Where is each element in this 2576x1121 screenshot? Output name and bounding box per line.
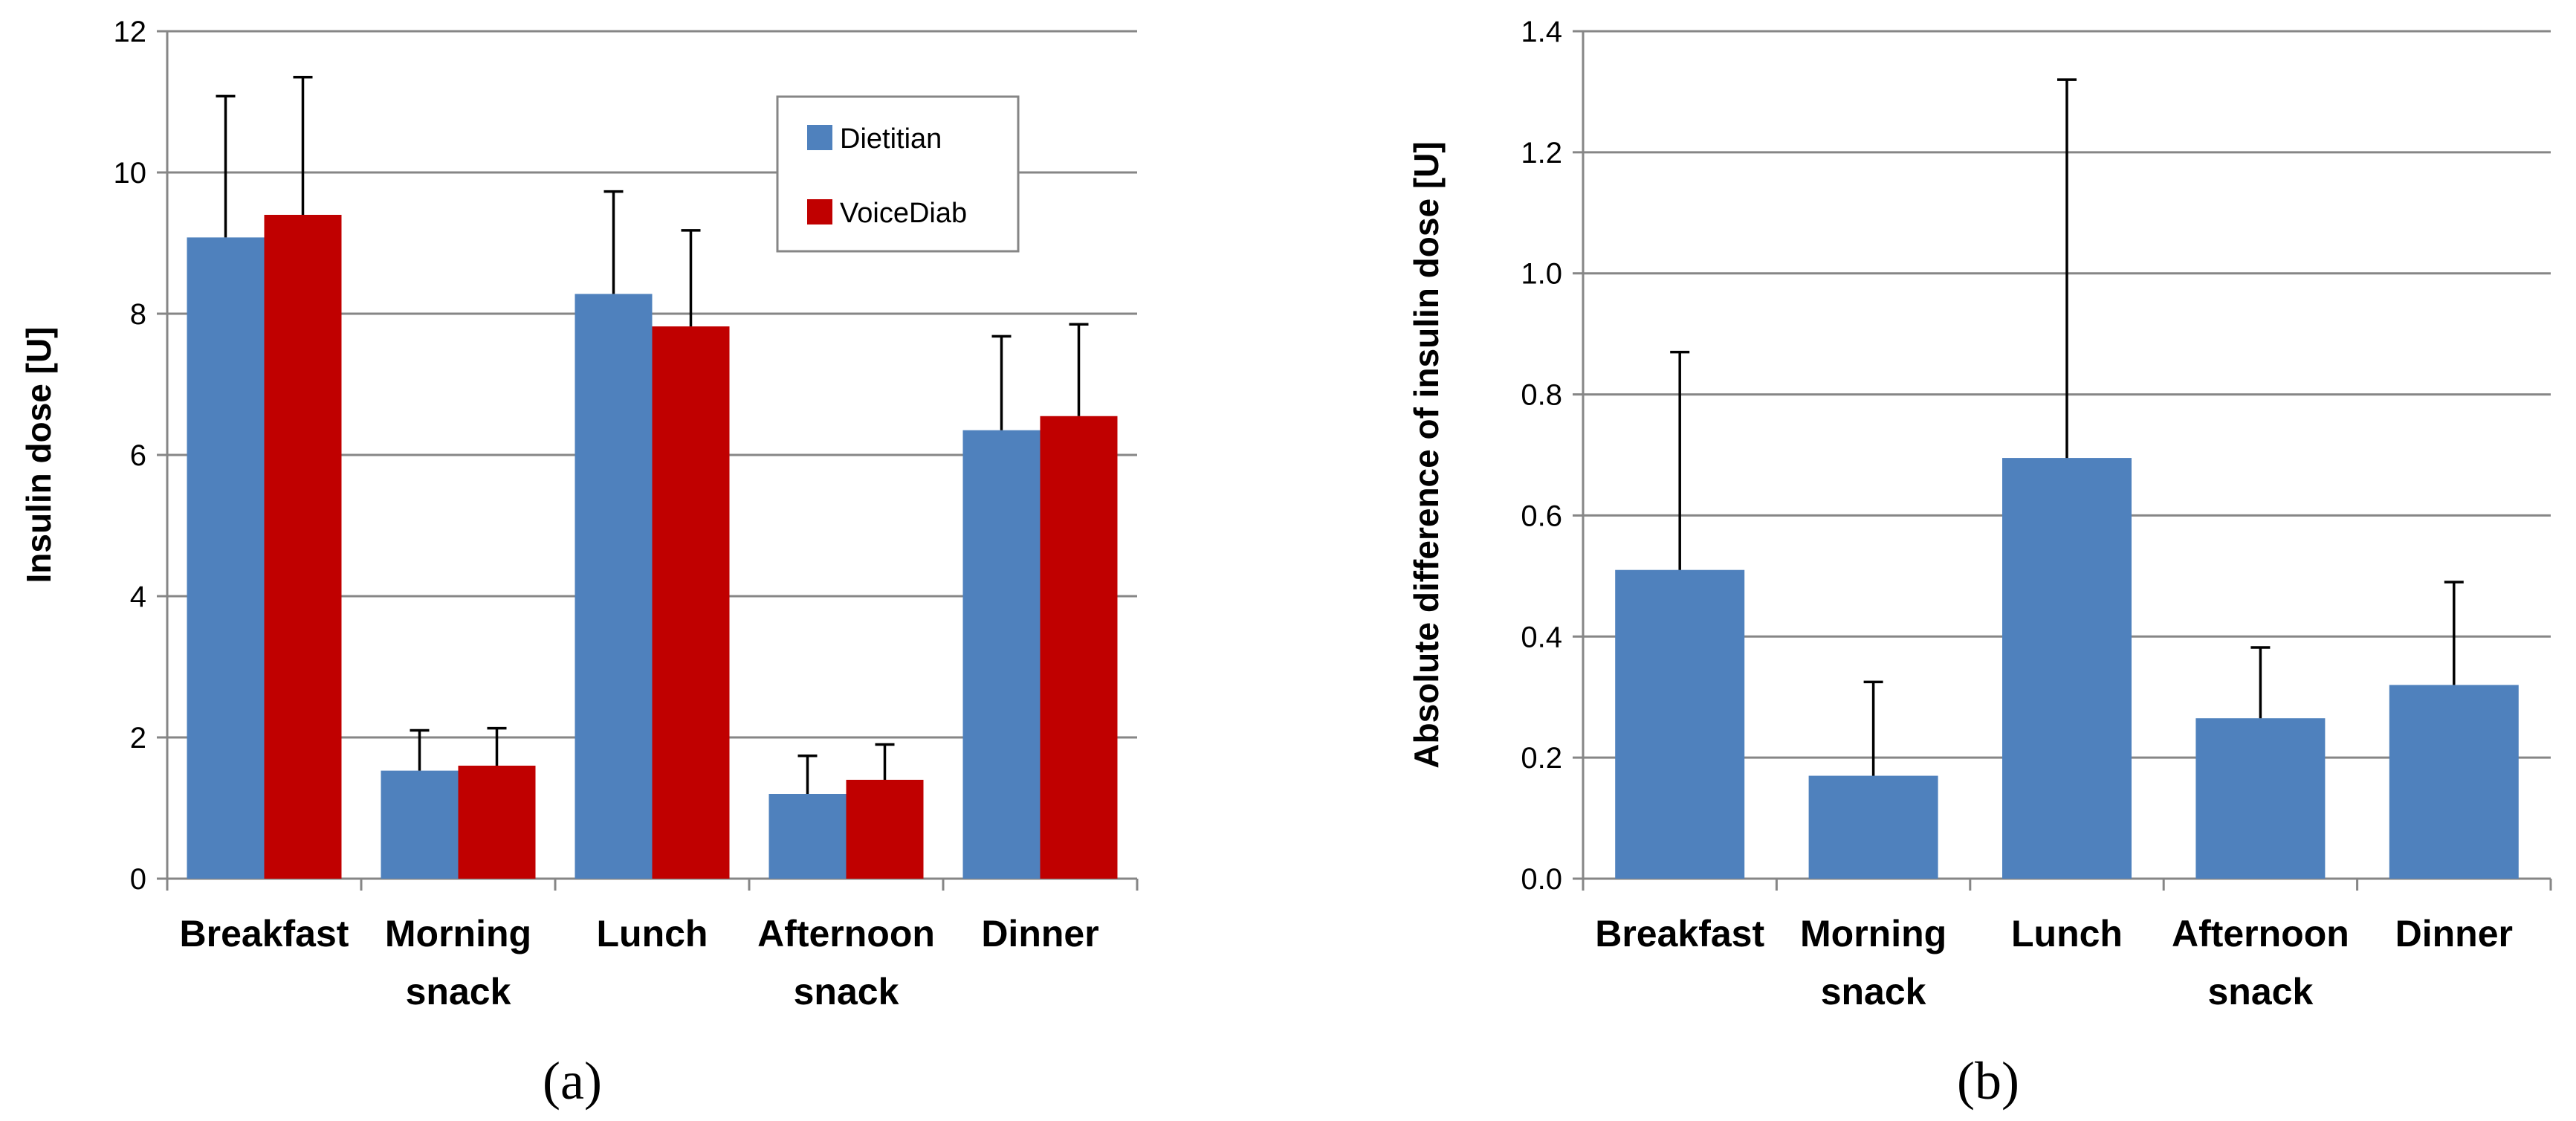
x-category-label: Lunch	[597, 913, 708, 954]
legend-label: Dietitian	[840, 123, 942, 155]
y-tick-label: 0.0	[1521, 863, 1562, 896]
y-axis-title: Absolute difference of insulin dose [U]	[1407, 141, 1446, 768]
x-category-label: Breakfast	[1595, 913, 1764, 954]
chart-panel-a: 0 2 4 6 8 10 12 Breakfast Morning snack Lunch After…	[19, 16, 1139, 1012]
y-tick-label: 0.4	[1521, 621, 1562, 653]
legend-swatch	[807, 125, 832, 150]
y-tick-label: 4	[130, 581, 146, 613]
x-category-label: Dinner	[981, 913, 1098, 954]
y-tick-label: 6	[130, 439, 146, 472]
y-tick-label: 1.2	[1521, 137, 1562, 169]
x-category-label: Afternoon	[757, 913, 935, 954]
x-category-label: Morning	[1800, 913, 1946, 954]
panel-label-a: (a)	[543, 1051, 602, 1111]
y-tick-label: 0.6	[1521, 500, 1562, 532]
bar	[1615, 569, 1745, 879]
x-category-label: Afternoon	[2172, 913, 2349, 954]
x-category-label: Dinner	[2395, 913, 2513, 954]
y-axis-title: Insulin dose [U]	[19, 327, 58, 584]
bar	[381, 770, 459, 879]
x-category-label: snack	[794, 971, 899, 1012]
panel-label-b: (b)	[1957, 1051, 2019, 1111]
x-category-label: Breakfast	[180, 913, 349, 954]
bar	[846, 780, 924, 879]
x-category-label: Lunch	[2011, 913, 2123, 954]
legend-box	[776, 95, 1020, 253]
y-tick-label: 2	[130, 722, 146, 755]
bar	[1040, 416, 1118, 879]
x-category-label: snack	[1821, 971, 1926, 1012]
x-category-label: Morning	[385, 913, 531, 954]
chart-panel-b: 0.0 0.2 0.4 0.6 0.8 1.0 1.2 1.4 Breakfast Morning…	[1407, 16, 2552, 1012]
legend-label: VoiceDiab	[840, 198, 967, 229]
bar	[187, 237, 265, 879]
y-tick-label: 10	[114, 157, 147, 190]
x-category-label: snack	[406, 971, 511, 1012]
y-tick-label: 1.4	[1521, 16, 1562, 48]
bar	[652, 326, 730, 879]
bar	[2389, 685, 2519, 879]
y-tick-label: 0	[130, 863, 146, 896]
bar	[962, 430, 1041, 879]
bar	[2002, 458, 2132, 879]
y-tick-label: 8	[130, 298, 146, 331]
bar	[458, 766, 536, 879]
bar	[264, 215, 342, 879]
y-tick-label: 1.0	[1521, 258, 1562, 291]
bar	[768, 794, 847, 879]
y-tick-label: 0.8	[1521, 379, 1562, 412]
bar	[1808, 775, 1938, 879]
y-tick-label: 12	[114, 16, 147, 48]
x-category-label: snack	[2208, 971, 2314, 1012]
bar	[2195, 718, 2326, 879]
legend-swatch	[807, 199, 832, 224]
bar	[575, 294, 653, 879]
y-tick-label: 0.2	[1521, 742, 1562, 775]
